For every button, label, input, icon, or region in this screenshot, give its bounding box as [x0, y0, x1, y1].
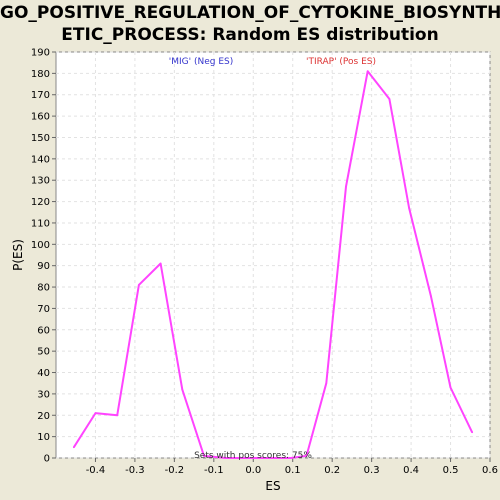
y-tick-label: 10 — [37, 432, 50, 443]
x-tick-label: 0.0 — [245, 465, 261, 476]
x-tick-label: 0.1 — [285, 465, 301, 476]
data-point — [388, 98, 391, 100]
y-tick-label: 100 — [31, 240, 50, 251]
data-point — [181, 388, 184, 391]
y-tick-label: 140 — [31, 154, 50, 165]
y-tick-label: 40 — [37, 368, 50, 379]
y-tick-label: 180 — [31, 69, 50, 80]
data-point — [72, 446, 75, 449]
data-point — [430, 294, 432, 297]
annotation-footer: Sets with pos scores: 75% — [194, 451, 312, 461]
chart-title: GO_POSITIVE_REGULATION_OF_CYTOKINE_BIOSY… — [0, 2, 500, 46]
annotation-neg: 'MIG' (Neg ES) — [169, 57, 233, 67]
x-tick-label: 0.6 — [482, 465, 498, 476]
y-tick-label: 120 — [31, 197, 50, 208]
x-tick-label: -0.3 — [125, 465, 145, 476]
data-point — [246, 457, 249, 459]
x-tick-label: 0.2 — [324, 465, 340, 476]
data-point — [116, 414, 118, 417]
y-tick-label: 20 — [37, 411, 50, 422]
annotation-pos: 'TIRAP' (Pos ES) — [306, 57, 376, 67]
data-point — [94, 412, 97, 414]
y-tick-label: 70 — [37, 304, 50, 315]
grid-lines — [56, 51, 491, 459]
data-point — [224, 457, 227, 459]
y-tick-label: 190 — [31, 48, 50, 59]
data-point — [408, 207, 410, 209]
x-tick-label: -0.1 — [204, 465, 224, 476]
x-axis-ticks: -0.4 -0.3 -0.2 -0.1 0.0 0.1 0.2 0.3 0.4 0.5 0.6 — [86, 458, 498, 476]
x-tick-label: -0.2 — [165, 465, 185, 476]
x-tick-label: 0.4 — [403, 465, 419, 476]
y-tick-label: 150 — [31, 133, 50, 144]
y-tick-label: 90 — [37, 261, 50, 272]
y-tick-label: 60 — [37, 325, 50, 336]
x-tick-label: 0.3 — [364, 465, 380, 476]
data-point — [325, 382, 328, 385]
y-tick-label: 170 — [31, 90, 50, 101]
data-point — [345, 185, 347, 188]
x-axis-label: ES — [265, 479, 280, 493]
series-lines — [72, 70, 474, 459]
y-tick-label: 30 — [37, 389, 50, 400]
data-point — [305, 455, 308, 457]
data-point — [289, 457, 292, 459]
y-tick-label: 130 — [31, 176, 50, 187]
x-tick-label: -0.4 — [86, 465, 106, 476]
series-line — [72, 70, 474, 459]
chart-title-line2: ETIC_PROCESS: Random ES distribution — [61, 25, 439, 45]
y-tick-label: 160 — [31, 112, 50, 123]
x-tick-label: 0.5 — [443, 465, 459, 476]
data-point — [138, 284, 140, 286]
data-point — [366, 70, 369, 73]
data-point — [159, 262, 162, 265]
data-point — [471, 431, 474, 434]
y-tick-label: 80 — [37, 283, 50, 294]
y-tick-label: 0 — [44, 454, 50, 465]
y-axis-ticks: 0 10 20 30 40 50 60 70 80 90 100 110 120 130 140 150 160… — [31, 48, 56, 465]
chart-title-line1: GO_POSITIVE_REGULATION_OF_CYTOKINE_BIOSY… — [0, 3, 500, 23]
y-axis-label: P(ES) — [11, 239, 25, 271]
y-tick-label: 110 — [31, 218, 50, 229]
y-tick-label: 50 — [37, 347, 50, 358]
data-point — [268, 457, 270, 459]
data-point — [203, 455, 205, 457]
plot-area — [55, 51, 491, 459]
data-point — [449, 386, 452, 389]
